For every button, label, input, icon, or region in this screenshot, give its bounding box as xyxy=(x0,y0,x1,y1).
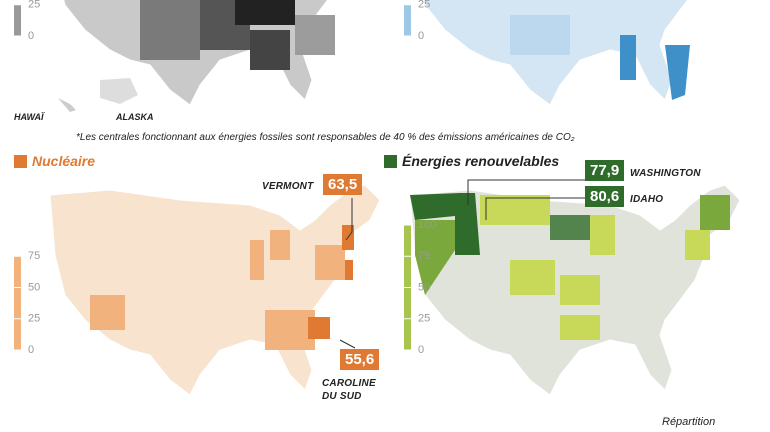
hydro-map xyxy=(409,0,741,106)
state-label: VERMONT xyxy=(262,181,314,192)
legend-bar xyxy=(14,5,21,36)
state-label: CAROLINE DU SUD xyxy=(322,378,376,402)
legend-tick-label: 100 xyxy=(418,219,436,231)
value-box: 77,9 xyxy=(585,160,625,181)
legend-tick-label: 0 xyxy=(28,344,34,356)
top-maps xyxy=(49,0,741,106)
panel-title: Nucléaire xyxy=(32,153,96,169)
nuclear-map xyxy=(49,184,381,396)
value-box: 80,6 xyxy=(585,186,625,207)
leaders xyxy=(339,179,585,349)
panel-title: Énergies renouvelables xyxy=(402,153,560,169)
legend-tick-label: 0 xyxy=(418,30,424,42)
legend-bar xyxy=(404,5,411,36)
legend-tick-label: 25 xyxy=(28,313,40,325)
legend-tick-label: 0 xyxy=(418,344,424,356)
legend-bar xyxy=(14,256,21,350)
legend-tick-label: 50 xyxy=(418,281,430,293)
legend-tick-label: 75 xyxy=(28,250,40,262)
hawaii xyxy=(58,98,76,112)
fossil-map xyxy=(49,0,381,106)
value-box: 63,5 xyxy=(323,174,363,195)
value-box: 55,6 xyxy=(340,349,380,370)
state-label: WASHINGTON xyxy=(630,168,701,179)
legend-tick-label: 25 xyxy=(418,0,430,11)
legend-tick-label: 0 xyxy=(28,30,34,42)
panel-swatch xyxy=(14,155,27,168)
inset-label: ALASKA xyxy=(116,112,154,122)
inset-label: HAWAÏ xyxy=(14,112,44,122)
state-label: IDAHO xyxy=(630,194,664,205)
alaska xyxy=(100,78,138,104)
legend-tick-label: 25 xyxy=(418,313,430,325)
panel-swatch xyxy=(384,155,397,168)
legend-tick-label: 50 xyxy=(28,281,40,293)
legend-tick-label: 25 xyxy=(28,0,40,11)
legend-tick-label: 75 xyxy=(418,250,430,262)
footnote: *Les centrales fonctionnant aux énergies… xyxy=(76,132,575,143)
bottom-label: Répartition xyxy=(662,416,716,428)
renewables-map xyxy=(409,184,741,396)
